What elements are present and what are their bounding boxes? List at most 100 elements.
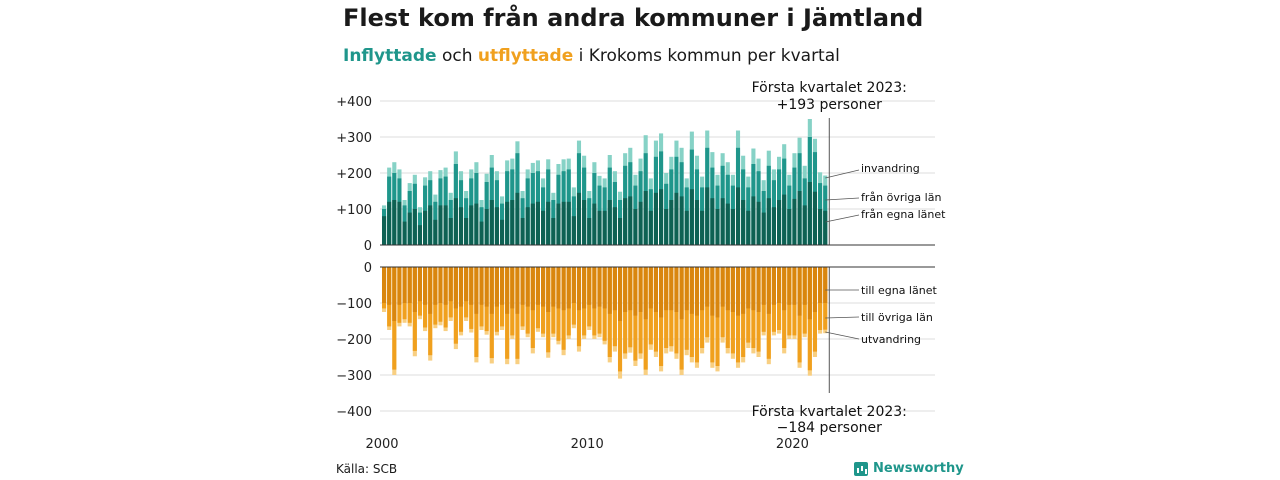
bar-in-own-county [520, 218, 525, 245]
bar-out-own-county [541, 267, 546, 307]
bar-out-own-county [689, 267, 694, 314]
bar-in-own-county [617, 218, 623, 245]
bar-in-own-county [807, 182, 812, 245]
bar-in-own-county [530, 203, 535, 245]
bar-out-own-county [705, 267, 710, 307]
bar-out-own-county [587, 267, 592, 305]
bar-in-own-county [582, 200, 587, 245]
bar-in-own-county [710, 198, 715, 245]
bar-in-own-county [664, 209, 669, 245]
bar-in-own-county [633, 209, 638, 245]
bar-in-own-county [474, 203, 479, 245]
bar-in-own-county [433, 219, 438, 245]
bar-in-own-county [428, 205, 433, 245]
brand-logo: Newsworthy [854, 461, 964, 476]
bar-in-own-county [464, 218, 469, 245]
series-label-out: till övriga län [861, 311, 933, 324]
bar-out-own-county [535, 267, 540, 305]
bar-out-own-county [417, 267, 423, 302]
bar-in-own-county [659, 189, 664, 245]
bar-in-own-county [777, 200, 782, 245]
chart-title: Flest kom från andra kommuner i Jämtland [343, 4, 924, 32]
annotation-bottom-line2: −184 personer [777, 420, 883, 436]
bar-out-own-county [402, 267, 407, 303]
bar-out-own-county [787, 267, 792, 305]
bar-in-own-county [597, 210, 602, 245]
bar-out-own-county [633, 267, 638, 316]
bar-in-own-county [412, 209, 417, 245]
bar-out-own-county [638, 267, 643, 312]
bar-out-own-county [448, 267, 453, 302]
bar-in-own-county [607, 200, 612, 245]
bar-out-own-county [515, 267, 520, 314]
bar-in-own-county [494, 207, 499, 245]
bar-in-own-county [638, 201, 643, 245]
bar-out-own-county [546, 267, 551, 312]
subtitle-inflow-word: Inflyttade [343, 46, 437, 66]
bar-in-own-county [417, 225, 423, 245]
bar-in-own-county [402, 221, 407, 245]
bar-out-own-county [694, 267, 700, 316]
leader-line [825, 169, 860, 179]
bar-in-own-county [515, 192, 520, 245]
subtitle-rest: i Krokoms kommun per kvartal [578, 46, 840, 66]
bar-in-own-county [612, 207, 617, 245]
bar-in-own-county [812, 191, 818, 245]
bar-out-own-county [612, 267, 617, 311]
bar-out-own-county [520, 267, 525, 305]
bar-out-own-county [392, 267, 397, 321]
bar-out-own-county [766, 267, 771, 314]
bar-in-own-county [458, 207, 464, 245]
bar-in-own-county [689, 189, 694, 245]
bar-out-own-county [782, 267, 787, 311]
bar-out-own-county [807, 267, 812, 320]
bar-in-own-county [756, 201, 761, 245]
bar-out-own-county [623, 267, 628, 312]
bar-out-own-county [730, 267, 735, 312]
bar-out-own-county [397, 267, 402, 305]
bar-out-own-county [494, 267, 499, 307]
bar-out-own-county [458, 267, 464, 307]
axis-labels: +400 +300 +200 +100 0 0 −100 −200 −300 −400 2000 20… [336, 95, 809, 452]
bar-out-own-county [469, 267, 474, 305]
bar-out-own-county [505, 267, 510, 314]
bar-in-own-county [571, 216, 576, 245]
bar-in-own-county [592, 203, 597, 245]
bars [382, 119, 828, 379]
bar-out-own-county [489, 267, 494, 314]
bar-in-own-county [643, 191, 648, 245]
series-label-in: från övriga län [861, 191, 941, 204]
bar-out-own-county [530, 267, 535, 311]
bar-in-own-county [623, 198, 628, 245]
y-tick-label-out: 0 [364, 261, 372, 276]
bar-out-own-county [751, 267, 756, 311]
bar-out-own-county [499, 267, 505, 305]
subtitle-and-word: och [441, 46, 473, 66]
leader-line [825, 197, 860, 201]
bar-out-own-county [643, 267, 648, 320]
bar-out-own-county [741, 267, 746, 314]
series-label-out: utvandring [861, 333, 921, 346]
x-tick-label: 2010 [571, 437, 604, 452]
bar-out-own-county [592, 267, 597, 309]
bar-out-own-county [735, 267, 741, 316]
leader-line [825, 331, 860, 340]
bar-in-own-county [782, 194, 787, 245]
bar-in-own-county [771, 207, 776, 245]
bar-in-own-county [669, 200, 674, 245]
bar-in-own-county [541, 210, 546, 245]
bar-out-own-county [438, 267, 443, 303]
bar-out-own-county [407, 267, 412, 303]
bar-in-own-county [761, 212, 766, 245]
bar-out-own-county [720, 267, 725, 307]
bar-out-own-county [602, 267, 607, 309]
bar-out-own-county [566, 267, 571, 309]
source-note: Källa: SCB [336, 462, 398, 476]
bar-in-own-county [735, 187, 741, 245]
series-label-in: från egna länet [861, 208, 946, 221]
bar-out-own-county [551, 267, 556, 307]
bar-out-own-county [597, 267, 602, 307]
bar-out-own-county [412, 267, 417, 312]
bar-in-own-county [469, 205, 474, 245]
